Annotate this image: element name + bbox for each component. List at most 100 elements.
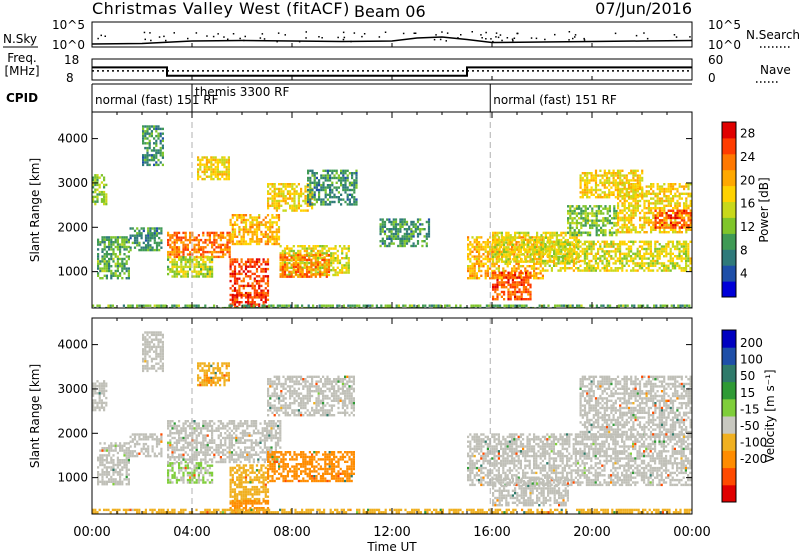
data-cell [379, 225, 382, 228]
data-cell [271, 195, 274, 198]
data-cell [514, 238, 517, 242]
data-cell [203, 173, 206, 176]
data-cell [538, 253, 541, 256]
data-cell [280, 192, 283, 195]
data-cell [262, 223, 265, 226]
data-cell [186, 253, 189, 256]
data-cell [236, 216, 239, 219]
data-cell [645, 243, 648, 246]
data-cell [597, 207, 600, 210]
data-cell [522, 241, 525, 244]
data-cell [641, 209, 644, 212]
data-cell [281, 264, 284, 267]
data-cell [342, 198, 345, 201]
data-cell [127, 257, 130, 261]
data-cell [149, 227, 152, 230]
data-cell [315, 188, 318, 192]
data-cell [169, 270, 172, 273]
data-cell [650, 211, 653, 215]
data-cell [178, 270, 181, 273]
data-cell [307, 184, 310, 187]
data-cell [557, 257, 560, 260]
data-cell [581, 247, 584, 251]
data-cell [623, 193, 626, 196]
data-cell [144, 125, 147, 128]
data-cell [119, 250, 122, 253]
data-cell [281, 265, 284, 269]
data-cell [381, 220, 384, 224]
data-cell [643, 204, 646, 207]
data-cell [326, 176, 329, 180]
data-cell [348, 181, 351, 184]
data-cell [142, 241, 145, 245]
data-cell [103, 262, 106, 265]
noise-search-dot [675, 36, 678, 38]
data-cell [182, 246, 185, 249]
data-cell [663, 199, 666, 203]
data-cell [492, 236, 495, 239]
noise-search-dot [485, 31, 487, 34]
data-cell [149, 304, 152, 307]
data-cell [680, 243, 683, 246]
data-cell [509, 274, 512, 277]
data-cell [103, 243, 106, 246]
data-cell [498, 246, 501, 249]
data-cell [608, 169, 611, 172]
data-cell [614, 247, 617, 251]
data-cell [645, 250, 648, 253]
data-cell [229, 265, 232, 268]
data-cell [247, 291, 250, 295]
data-cell [595, 212, 598, 215]
data-cell [672, 185, 675, 188]
data-cell [311, 181, 314, 184]
data-cell [506, 243, 509, 246]
noise-search-dot [276, 40, 278, 43]
data-cell [355, 174, 358, 177]
data-cell [140, 232, 143, 235]
data-cell [208, 256, 211, 259]
data-cell [492, 298, 495, 301]
data-cell [155, 156, 158, 159]
data-cell [616, 191, 620, 194]
data-cell [240, 260, 243, 264]
data-cell [197, 238, 200, 242]
noise-search-dot [149, 32, 151, 34]
data-cell [669, 250, 672, 253]
data-cell [504, 262, 507, 265]
data-cell [103, 200, 106, 203]
data-cell [127, 277, 130, 280]
data-cell [595, 233, 598, 237]
data-cell [351, 203, 354, 206]
data-cell [589, 226, 592, 230]
data-cell [153, 149, 156, 152]
data-cell [397, 235, 400, 238]
data-cell [140, 246, 143, 249]
data-cell [264, 221, 267, 224]
data-cell [119, 248, 122, 251]
data-cell [623, 221, 626, 224]
data-cell [530, 236, 533, 239]
data-cell [381, 230, 384, 233]
data-cell [336, 259, 339, 262]
data-cell [96, 176, 99, 179]
data-cell [592, 188, 595, 192]
data-cell [269, 218, 272, 222]
data-cell [112, 260, 115, 263]
data-cell [121, 257, 124, 261]
data-cell [159, 142, 162, 145]
data-cell [525, 260, 528, 263]
data-cell [233, 289, 237, 292]
data-cell [175, 231, 178, 235]
data-cell [161, 156, 164, 159]
data-cell [121, 236, 124, 239]
data-cell [330, 252, 333, 255]
data-cell [538, 250, 541, 254]
data-cell [617, 214, 620, 217]
data-cell [608, 252, 611, 255]
data-cell [233, 228, 237, 231]
data-cell [658, 185, 661, 188]
data-cell [641, 226, 644, 229]
data-cell [394, 235, 398, 238]
data-cell [623, 214, 626, 217]
data-cell [309, 203, 312, 206]
